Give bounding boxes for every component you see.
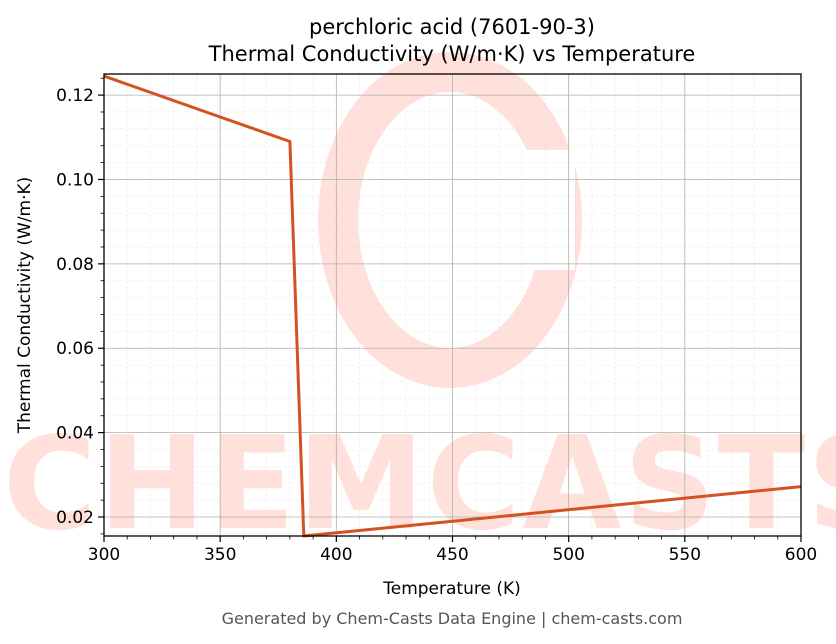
series-line [103,74,802,538]
chart-title: perchloric acid (7601-90-3) [309,15,595,39]
x-tick-label: 350 [204,545,236,565]
y-tick-label: 0.02 [56,508,94,528]
y-tick-label: 0.08 [56,255,94,275]
y-axis-label: Thermal Conductivity (W/m·K) [15,177,35,435]
footer-credit: Generated by Chem-Casts Data Engine | ch… [222,609,683,628]
x-tick-label: 450 [436,545,468,565]
x-tick-label: 600 [785,545,817,565]
x-tick-label: 300 [88,545,120,565]
y-tick-label: 0.06 [56,339,94,359]
x-tick-label: 400 [320,545,352,565]
y-tick-label: 0.10 [56,170,94,190]
watermark-logo-icon [318,52,582,388]
ticks: 300 350 400 450 500 550 600 0.02 0.04 0.06 0.08 0.1… [56,77,817,565]
series-group [103,74,802,538]
y-tick-label: 0.04 [56,424,94,444]
grid [103,74,802,536]
x-axis-label: Temperature (K) [382,579,521,599]
watermark: CHEMCASTS [3,52,836,559]
x-tick-label: 500 [552,545,584,565]
chart-subtitle: Thermal Conductivity (W/m·K) vs Temperat… [208,42,696,66]
x-tick-label: 550 [669,545,701,565]
y-tick-label: 0.12 [56,86,94,106]
